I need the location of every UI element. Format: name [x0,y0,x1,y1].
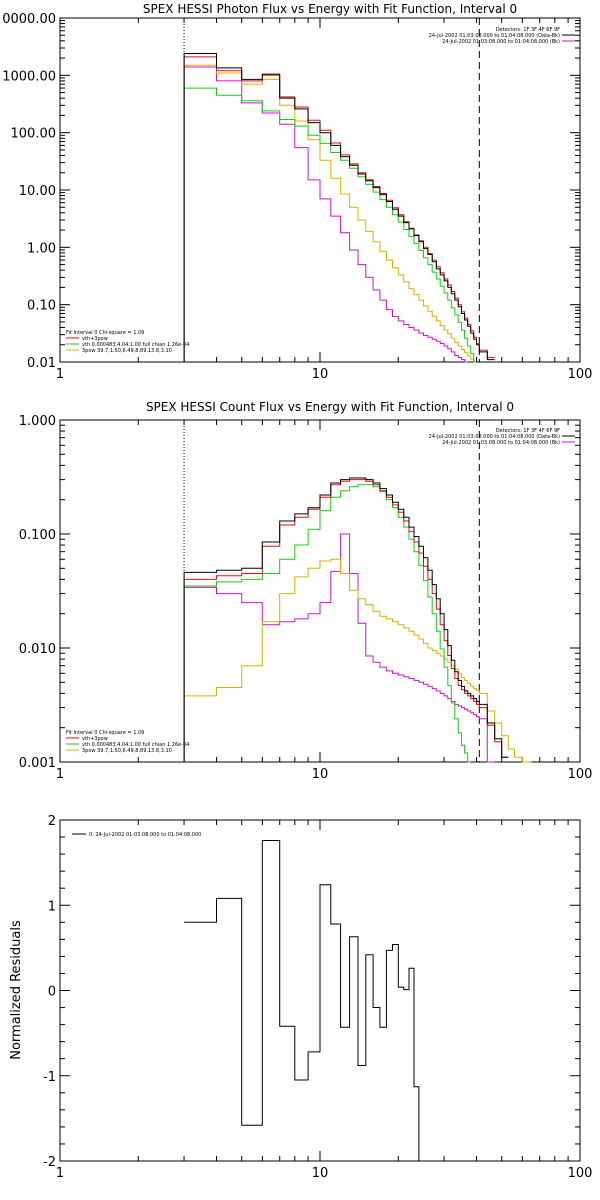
series-vth [183,484,471,763]
panel-residuals: 1 10 100 -2 -1 0 1 2 Normalized Residuals 0. 2… [9,814,592,1181]
panel2-title: SPEX HESSI Count Flux vs Energy with Fit… [146,400,514,414]
panel2-ticks [59,419,581,763]
series-bk [183,533,495,763]
panel2-markers [183,420,480,762]
y-tick-label: 1.000 [19,414,56,429]
panel2-info-data-bk: 24-Jul-2002 01:03:08.000 to 01:04:08.000… [429,434,560,440]
panel2-series [183,477,532,763]
x-tick-label: 1 [56,1166,64,1181]
panel2-fit-total: vth+3pow [82,736,108,742]
panel3-legend: 0. 24-Jul-2002 01:03:08.000 to 01:04:08.… [72,832,201,838]
panel2-x-tick-labels: 1 10 100 [56,767,593,782]
panel1-fit-legend: Fit Interval 0 Chi-square = 1.09 vth+3po… [66,330,189,354]
y-tick-label: -1 [43,1070,56,1085]
y-tick-label: 1 [48,899,56,914]
panel3-legend-text: 0. 24-Jul-2002 01:03:08.000 to 01:04:08.… [89,832,201,838]
y-tick-label: 100.00 [11,127,57,142]
x-tick-label: 1 [56,367,64,382]
y-tick-label: 0.001 [19,756,56,771]
panel-count-flux: SPEX HESSI Count Flux vs Energy with Fit… [19,400,593,782]
panel1-info-detectors: Detectors: 1F 3F 4F 6F 9F [496,27,560,33]
series-3pow [183,558,532,763]
panel2-fit-legend: Fit Interval 0 Chi-square = 1.09 vth+3po… [66,730,189,754]
panel3-y-axis-label: Normalized Residuals [9,920,24,1060]
y-tick-label: 10.00 [19,184,56,199]
panel2-fit-3pow: 3pow 39.7,1.50,6.49,8.89,13.8,3.10 [82,748,172,754]
y-tick-label: -2 [43,1155,56,1170]
panel2-info-bk: 24-Jul-2002 01:03:08.000 to 01:04:08.000… [442,440,560,446]
y-tick-label: 2 [48,814,56,829]
y-tick-label: 0.010 [19,642,56,657]
panel1-fit-chisq: Fit Interval 0 Chi-square = 1.09 [66,330,144,336]
x-tick-label: 100 [568,1166,593,1181]
panel3-x-tick-labels: 1 10 100 [56,1166,593,1181]
series-data-bk [183,477,509,762]
panel1-info-legend: Detectors: 1F 3F 4F 6F 9F 24-Jul-2002 01… [429,27,575,45]
panel3-series [184,840,480,1162]
panel2-fit-chisq: Fit Interval 0 Chi-square = 1.09 [66,730,144,736]
panel1-series [183,53,495,363]
x-tick-label: 100 [568,367,593,382]
panel1-markers [183,18,480,362]
series-vth-3pow [183,479,509,762]
panel2-info-legend: Detectors: 1F 3F 4F 6F 9F 24-Jul-2002 01… [429,428,575,446]
panel1-title: SPEX HESSI Photon Flux vs Energy with Fi… [143,2,517,16]
x-tick-label: 10 [312,367,329,382]
y-tick-label: 0 [48,985,56,1000]
panel2-fit-vth: vth 0.000483,4.04,1.00 full chian 1.26e-… [82,742,189,748]
panel2-plot-frame [59,419,581,763]
series-vth-3pow [183,56,495,362]
panel-photon-flux: SPEX HESSI Photon Flux vs Energy with Fi… [2,2,592,382]
y-tick-label: 0.10 [27,299,56,314]
panel1-ticks [59,17,581,363]
y-tick-label: 0.100 [19,528,56,543]
panel1-x-tick-labels: 1 10 100 [56,367,593,382]
panel1-fit-total: vth+3pow [82,336,108,342]
y-tick-label: 0.01 [27,356,56,371]
panel1-info-data-bk: 24-Jul-2002 01:03:08.000 to 01:04:08.000… [429,33,560,39]
x-tick-label: 100 [568,767,593,782]
panel2-info-detectors: Detectors: 1F 3F 4F 6F 9F [496,428,560,434]
x-tick-label: 10 [312,1166,329,1181]
panel3-ticks [59,819,581,1162]
panel1-fit-3pow: 3pow 39.7,1.50,6.49,8.89,13.8,3.10 [82,348,172,354]
panel2-y-tick-labels: 0.001 0.010 0.100 1.000 [19,414,56,771]
y-tick-label: 1000.00 [2,69,56,84]
series-data-bk [183,53,495,362]
panel3-y-tick-labels: -2 -1 0 1 2 [43,814,56,1170]
panel1-fit-vth: vth 0.000483,4.04,1.00 full chian 1.26e-… [82,342,189,348]
x-tick-label: 1 [56,767,64,782]
series-residuals [184,840,480,1162]
panel1-y-tick-labels: 0.01 0.10 1.00 10.00 100.00 1000.00 0000.00 [2,12,56,371]
y-tick-label: 1.00 [27,241,56,256]
series-vth [183,87,477,363]
panel1-info-bk: 24-Jul-2002 01:03:08.000 to 01:04:08.000… [442,39,560,45]
series-bk [183,66,468,363]
y-tick-label: 0000.00 [2,12,56,27]
x-tick-label: 10 [312,767,329,782]
